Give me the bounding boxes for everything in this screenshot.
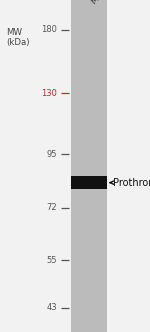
Text: Mouse plasma: Mouse plasma xyxy=(89,0,140,6)
Text: 180: 180 xyxy=(41,26,57,35)
Text: 130: 130 xyxy=(41,89,57,98)
Text: MW
(kDa): MW (kDa) xyxy=(6,28,30,47)
Text: 55: 55 xyxy=(46,256,57,265)
Text: 95: 95 xyxy=(46,149,57,159)
Bar xyxy=(71,176,107,189)
Bar xyxy=(71,0,107,332)
Text: Prothrombin: Prothrombin xyxy=(112,178,150,188)
Text: 72: 72 xyxy=(46,204,57,212)
Text: 43: 43 xyxy=(46,303,57,312)
